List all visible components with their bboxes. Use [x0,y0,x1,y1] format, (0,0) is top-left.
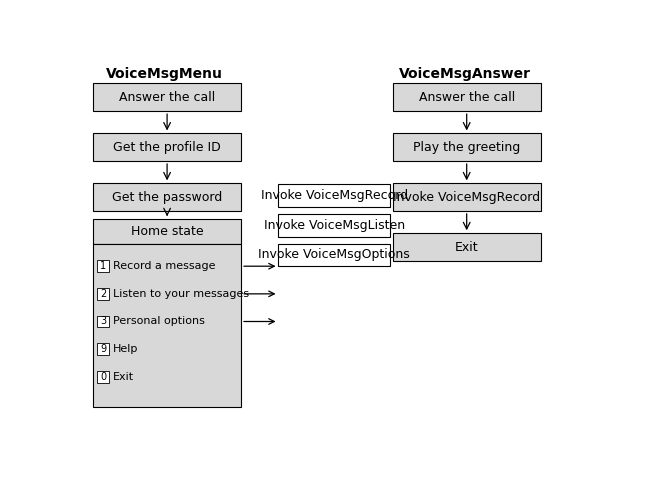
Text: Get the password: Get the password [112,191,222,204]
Bar [279,243,390,266]
Text: 0: 0 [100,372,106,382]
Bar [97,288,109,300]
Text: Help: Help [113,344,138,354]
Bar [97,260,109,272]
Bar [97,315,109,327]
Text: 9: 9 [100,344,106,354]
Bar [393,233,541,261]
Text: Invoke VoiceMsgOptions: Invoke VoiceMsgOptions [259,249,410,262]
Text: VoiceMsgMenu: VoiceMsgMenu [106,67,222,81]
Text: Exit: Exit [113,372,134,382]
Text: Get the profile ID: Get the profile ID [113,141,221,154]
Bar [393,84,541,111]
Text: Answer the call: Answer the call [119,91,215,104]
Bar [97,343,109,355]
Bar [93,219,241,244]
Text: Invoke VoiceMsgListen: Invoke VoiceMsgListen [264,219,405,232]
Text: 3: 3 [100,316,106,326]
Text: Home state: Home state [131,225,204,238]
Bar [93,183,241,211]
Text: Answer the call: Answer the call [419,91,515,104]
Bar [279,184,390,207]
Text: 2: 2 [100,289,106,299]
Text: Listen to your messages: Listen to your messages [113,289,249,299]
Bar [97,371,109,383]
Bar [93,84,241,111]
Text: Play the greeting: Play the greeting [413,141,521,154]
Text: Invoke VoiceMsgRecord: Invoke VoiceMsgRecord [261,189,408,203]
Text: VoiceMsgAnswer: VoiceMsgAnswer [399,67,531,81]
Text: Personal options: Personal options [113,316,205,326]
Bar [393,133,541,161]
Bar [93,244,241,407]
Bar [93,133,241,161]
Text: 1: 1 [100,261,106,271]
Bar [279,214,390,237]
Text: Record a message: Record a message [113,261,215,271]
Bar [393,183,541,211]
Text: Invoke VoiceMsgRecord: Invoke VoiceMsgRecord [393,191,540,204]
Text: Exit: Exit [455,240,478,253]
